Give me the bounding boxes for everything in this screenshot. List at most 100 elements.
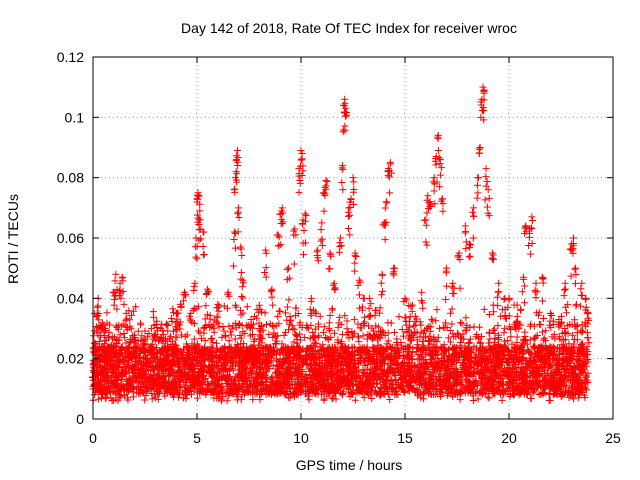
data-point	[153, 317, 161, 325]
data-point	[107, 388, 115, 396]
data-point	[408, 307, 416, 315]
data-point	[391, 391, 399, 399]
data-point	[364, 331, 372, 339]
data-point	[348, 356, 356, 364]
data-point	[127, 311, 135, 319]
data-point	[516, 306, 524, 314]
data-point	[170, 357, 178, 365]
data-point	[125, 387, 133, 395]
data-point	[535, 372, 543, 380]
data-point	[379, 390, 387, 398]
data-point	[253, 390, 261, 398]
data-point	[249, 396, 257, 404]
data-point	[504, 385, 512, 393]
data-point	[159, 331, 167, 339]
data-point	[345, 362, 353, 370]
data-point	[363, 381, 371, 389]
data-point	[350, 343, 358, 351]
data-point	[474, 395, 482, 403]
data-point	[166, 371, 174, 379]
data-point	[342, 380, 350, 388]
data-point	[444, 334, 452, 342]
data-point	[165, 376, 173, 384]
data-point	[447, 338, 455, 346]
data-point	[386, 395, 394, 403]
data-point	[500, 329, 508, 337]
data-point	[558, 341, 566, 349]
data-point	[542, 379, 550, 387]
data-point	[334, 323, 342, 331]
data-point	[120, 385, 128, 393]
data-point	[354, 320, 362, 328]
data-point	[542, 344, 550, 352]
data-point	[583, 346, 591, 354]
data-point	[190, 381, 198, 389]
data-point	[486, 335, 494, 343]
data-point	[220, 327, 228, 335]
data-point	[282, 309, 290, 317]
data-point	[227, 331, 235, 339]
data-point	[398, 374, 406, 382]
data-point	[180, 372, 188, 380]
data-point	[107, 373, 115, 381]
data-point	[126, 386, 134, 394]
data-point	[510, 301, 518, 309]
data-point	[229, 366, 237, 374]
data-point	[233, 350, 241, 358]
data-point	[275, 320, 283, 328]
data-point	[383, 377, 391, 385]
data-point	[551, 372, 559, 380]
data-point	[127, 350, 135, 358]
data-point	[209, 338, 217, 346]
data-point	[483, 354, 491, 362]
data-point	[370, 344, 378, 352]
data-point	[320, 328, 328, 336]
data-point	[111, 373, 119, 381]
data-point	[129, 393, 137, 401]
data-point	[404, 353, 412, 361]
data-point	[328, 374, 336, 382]
data-point	[334, 336, 342, 344]
data-point	[271, 390, 279, 398]
data-point	[208, 334, 216, 342]
data-point	[492, 385, 500, 393]
data-point	[256, 347, 264, 355]
data-point	[306, 367, 314, 375]
data-point	[228, 388, 236, 396]
data-point	[137, 319, 145, 327]
data-point	[437, 367, 445, 375]
data-point	[270, 323, 278, 331]
data-point	[316, 312, 324, 320]
data-point	[283, 303, 291, 311]
data-point	[328, 383, 336, 391]
data-point	[316, 369, 324, 377]
data-point	[281, 369, 289, 377]
data-point	[519, 381, 527, 389]
data-point	[119, 356, 127, 364]
data-point	[427, 360, 435, 368]
data-point	[376, 328, 384, 336]
data-point	[255, 301, 263, 309]
data-point	[172, 326, 180, 334]
data-point	[559, 336, 567, 344]
data-point	[140, 387, 148, 395]
data-point	[441, 363, 449, 371]
data-point	[328, 394, 336, 402]
data-point	[150, 384, 158, 392]
data-point	[579, 327, 587, 335]
data-point	[201, 388, 209, 396]
data-point	[458, 335, 466, 343]
data-point	[284, 393, 292, 401]
data-point	[569, 391, 577, 399]
data-point	[406, 365, 414, 373]
data-point	[491, 334, 499, 342]
data-point	[420, 395, 428, 403]
data-point	[414, 356, 422, 364]
data-point	[190, 335, 198, 343]
data-point	[299, 361, 307, 369]
data-point	[217, 373, 225, 381]
data-point	[292, 312, 300, 320]
data-point	[480, 305, 488, 313]
data-point	[145, 330, 153, 338]
data-point	[452, 332, 460, 340]
